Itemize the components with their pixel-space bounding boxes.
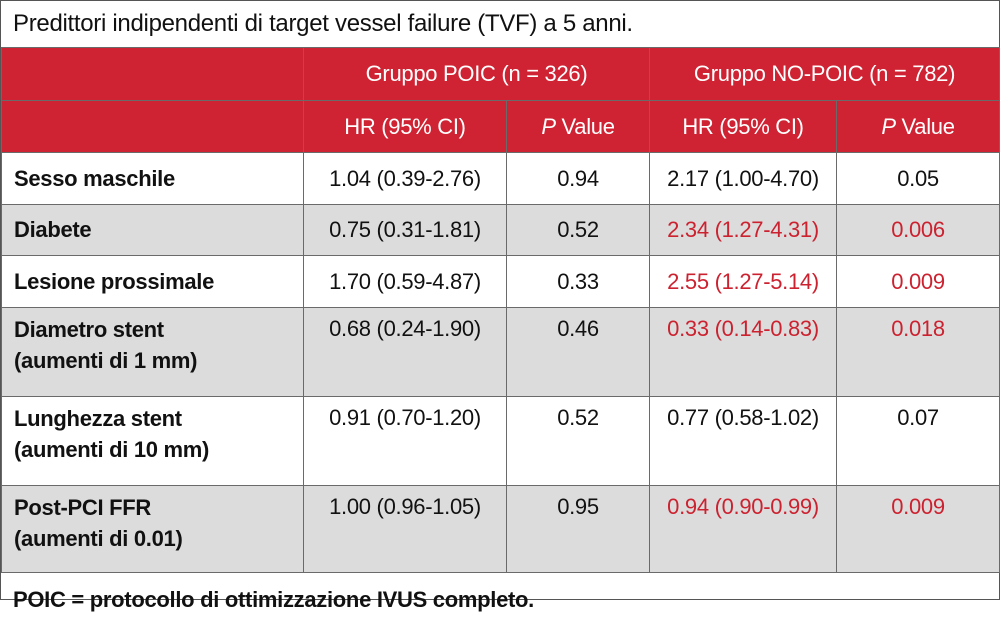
poic-hr-cell: 1.00 (0.96-1.05) — [303, 485, 507, 573]
poic-hr-cell: 0.68 (0.24-1.90) — [303, 307, 507, 397]
table-row: Post-PCI FFR (aumenti di 0.01) 1.00 (0.96… — [1, 485, 1000, 573]
nopoic-p-cell: 0.018 — [836, 307, 1000, 397]
poic-p-cell: 0.52 — [505, 396, 651, 486]
row-label-cell: Lunghezza stent (aumenti di 10 mm) — [1, 396, 304, 486]
row-label: Sesso maschile — [1, 152, 304, 205]
group-header-row: Gruppo POIC (n = 326) Gruppo NO-POIC (n … — [1, 47, 1000, 101]
table-row: Lunghezza stent (aumenti di 10 mm) 0.91 (… — [1, 396, 1000, 486]
group-header-nopoic: Gruppo NO-POIC (n = 782) — [649, 47, 1000, 101]
row-label-cell: Diametro stent (aumenti di 1 mm) — [1, 307, 304, 397]
nopoic-p-cell: 0.07 — [836, 396, 1000, 486]
header-blank-cell — [1, 100, 304, 153]
poic-hr-cell: 0.75 (0.31-1.81) — [303, 204, 507, 256]
p-italic: P — [541, 113, 556, 139]
nopoic-p-cell: 0.009 — [836, 485, 1000, 573]
poic-hr-cell: 1.70 (0.59-4.87) — [303, 255, 507, 308]
table-figure: Predittori indipendenti di target vessel… — [0, 0, 1000, 612]
header-blank-cell — [1, 47, 304, 101]
table-row: Sesso maschile 1.04 (0.39-2.76) 0.94 2.1… — [1, 152, 1000, 205]
table-footnote: POIC = protocollo di ottimizzazione IVUS… — [13, 587, 534, 612]
p-rest: Value — [555, 113, 615, 139]
nopoic-p-cell: 0.009 — [836, 255, 1000, 308]
nopoic-hr-cell: 2.17 (1.00-4.70) — [649, 152, 838, 205]
row-label-sub: (aumenti di 10 mm) — [14, 437, 210, 462]
row-label: Lunghezza stent — [14, 406, 182, 431]
table-row: Diametro stent (aumenti di 1 mm) 0.68 (0.… — [1, 307, 1000, 397]
poic-p-cell: 0.46 — [505, 307, 651, 397]
column-header-row: HR (95% CI) P Value HR (95% CI) P Value — [1, 100, 1000, 153]
table-title: Predittori indipendenti di target vessel… — [13, 10, 633, 37]
nopoic-hr-cell: 2.34 (1.27-4.31) — [649, 204, 838, 256]
nopoic-p-cell: 0.006 — [836, 204, 1000, 256]
col-header-poic-hr: HR (95% CI) — [303, 100, 507, 153]
p-italic: P — [881, 113, 896, 139]
poic-p-cell: 0.52 — [505, 204, 651, 256]
nopoic-hr-cell: 2.55 (1.27-5.14) — [649, 255, 838, 308]
row-label: Lesione prossimale — [1, 255, 304, 308]
poic-hr-cell: 1.04 (0.39-2.76) — [303, 152, 507, 205]
row-label-sub: (aumenti di 0.01) — [14, 526, 183, 551]
predictors-table: Gruppo POIC (n = 326) Gruppo NO-POIC (n … — [1, 47, 1000, 573]
nopoic-hr-cell: 0.94 (0.90-0.99) — [649, 485, 838, 573]
poic-p-cell: 0.95 — [505, 485, 651, 573]
nopoic-hr-cell: 0.77 (0.58-1.02) — [649, 396, 838, 486]
poic-p-cell: 0.94 — [505, 152, 651, 205]
poic-hr-cell: 0.91 (0.70-1.20) — [303, 396, 507, 486]
row-label: Diabete — [1, 204, 304, 256]
nopoic-p-cell: 0.05 — [836, 152, 1000, 205]
table-row: Diabete 0.75 (0.31-1.81) 0.52 2.34 (1.27… — [1, 204, 1000, 256]
row-label: Post-PCI FFR — [14, 495, 151, 520]
row-label: Diametro stent — [14, 317, 164, 342]
col-header-poic-p: P Value — [505, 100, 651, 153]
col-header-nopoic-hr: HR (95% CI) — [649, 100, 838, 153]
p-rest: Value — [895, 113, 955, 139]
group-header-poic: Gruppo POIC (n = 326) — [302, 47, 651, 101]
row-label-cell: Post-PCI FFR (aumenti di 0.01) — [1, 485, 304, 573]
table-row: Lesione prossimale 1.70 (0.59-4.87) 0.33… — [1, 255, 1000, 308]
poic-p-cell: 0.33 — [505, 255, 651, 308]
row-label-sub: (aumenti di 1 mm) — [14, 348, 198, 373]
nopoic-hr-cell: 0.33 (0.14-0.83) — [649, 307, 838, 397]
col-header-nopoic-p: P Value — [836, 100, 1000, 153]
